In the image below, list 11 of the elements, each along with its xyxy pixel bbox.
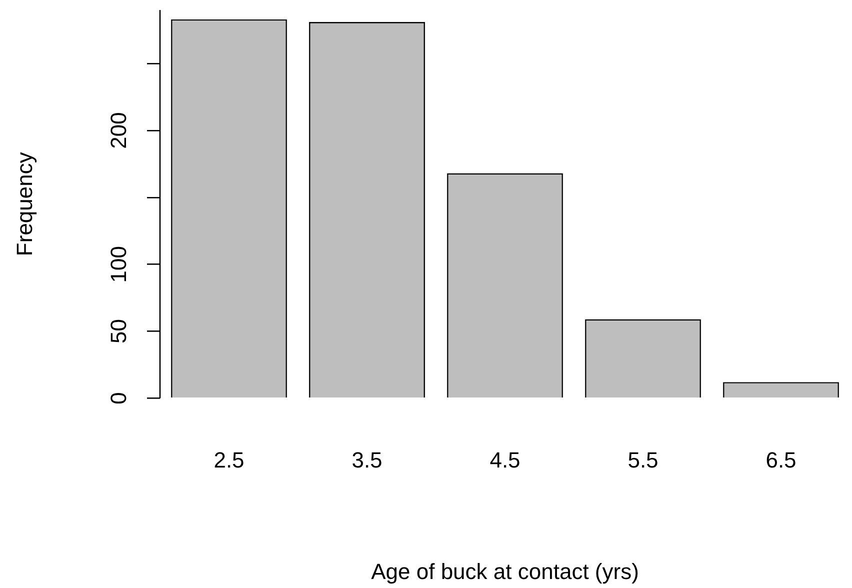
x-tick-label: 6.5 (766, 447, 796, 472)
x-tick-label: 2.5 (214, 447, 244, 472)
x-tick-label: 5.5 (628, 447, 658, 472)
x-tick-label: 4.5 (490, 447, 520, 472)
x-axis-title: Age of buck at contact (yrs) (371, 558, 639, 584)
x-tick-label: 3.5 (352, 447, 382, 472)
y-tick-label: 0 (106, 392, 132, 404)
y-tick-label: 200 (106, 112, 132, 149)
y-tick-label: 50 (106, 319, 132, 344)
y-tick-label: 100 (106, 246, 132, 283)
y-axis-title: Frequency (12, 152, 38, 256)
